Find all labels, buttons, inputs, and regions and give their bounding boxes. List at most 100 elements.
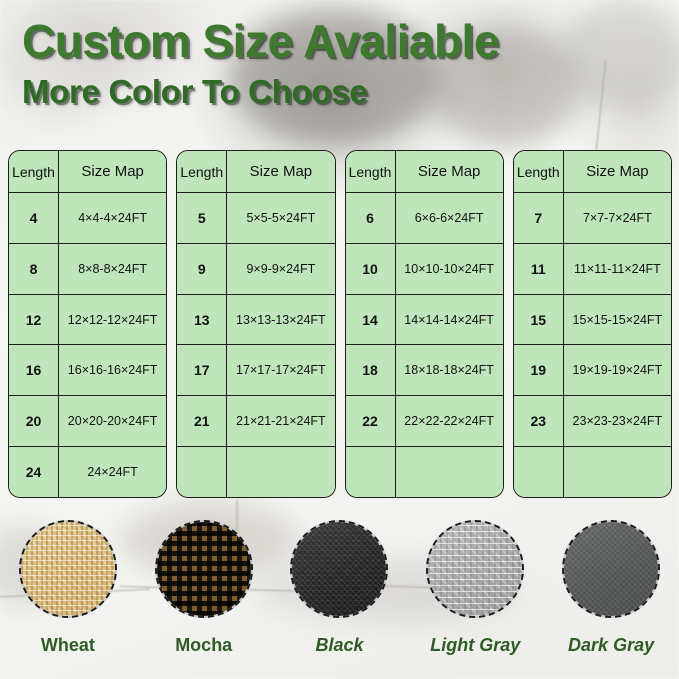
- table-header-row: Length Size Map: [177, 151, 335, 193]
- cell-size-map: 15×15-15×24FT: [563, 294, 671, 345]
- table-row: [177, 447, 335, 497]
- table-header-row: Length Size Map: [9, 151, 167, 193]
- cell-length: 24: [9, 447, 59, 497]
- column-header-length: Length: [177, 151, 228, 192]
- cell-size-map: [227, 447, 335, 497]
- color-label: Dark Gray: [568, 635, 655, 655]
- headline-block: Custom Size Avaliable More Color To Choo…: [22, 15, 662, 110]
- table-row: 21 21×21-21×24FT: [177, 396, 335, 448]
- table-row: 4 4×4-4×24FT: [9, 193, 167, 244]
- column-header-size-map: Size Map: [59, 151, 167, 192]
- cell-length: 11: [513, 243, 564, 294]
- table-row: 20 20×20-20×24FT: [9, 396, 167, 448]
- size-table: Length Size Map 6 6×6-6×24FT 10 10×10-10×24FT…: [344, 150, 504, 498]
- color-option[interactable]: Light Gray: [407, 520, 543, 679]
- cell-size-map: 19×19-19×24FT: [563, 345, 671, 396]
- cell-size-map: 11×11-11×24FT: [563, 243, 671, 294]
- cell-length: [345, 447, 396, 497]
- table-row: 24 24×24FT: [9, 447, 167, 497]
- cell-length: 8: [9, 243, 59, 294]
- cell-size-map: 18×18-18×24FT: [395, 345, 503, 396]
- fabric-texture: [20, 522, 115, 616]
- cell-size-map: 21×21-21×24FT: [227, 396, 335, 447]
- cell-size-map: 14×14-14×24FT: [395, 294, 503, 345]
- column-header-size-map: Size Map: [227, 151, 335, 192]
- cell-length: 15: [513, 294, 564, 345]
- column-header-length: Length: [513, 151, 564, 192]
- headline-secondary: More Color To Choose: [22, 72, 368, 110]
- cell-length: 10: [345, 243, 396, 294]
- color-option[interactable]: Black: [272, 520, 408, 679]
- cell-size-map: 4×4-4×24FT: [59, 193, 167, 243]
- cell-size-map: 12×12-12×24FT: [59, 294, 167, 345]
- table-row: 19 19×19-19×24FT: [513, 345, 671, 397]
- cell-length: 14: [345, 294, 396, 345]
- fabric-swatch-circle[interactable]: [290, 520, 389, 618]
- cell-length: 4: [9, 193, 59, 243]
- cell-size-map: 24×24FT: [59, 447, 167, 497]
- color-option[interactable]: Wheat: [0, 520, 136, 679]
- cell-length: 13: [177, 294, 228, 345]
- table-row: 15 15×15-15×24FT: [513, 294, 671, 346]
- cell-length: 22: [345, 396, 396, 447]
- size-tables: Length Size Map 4 4×4-4×24FT 8 8×8-8×24FT 12 12…: [8, 150, 672, 498]
- cell-size-map: 23×23-23×24FT: [563, 396, 671, 447]
- color-label: Wheat: [40, 635, 95, 655]
- cell-size-map: [563, 447, 671, 497]
- cell-length: 17: [177, 345, 228, 396]
- table-row: 13 13×13-13×24FT: [177, 294, 335, 346]
- cell-size-map: 10×10-10×24FT: [395, 243, 503, 294]
- cell-length: 20: [9, 396, 59, 447]
- cell-length: 6: [345, 193, 396, 243]
- table-row: [513, 447, 671, 497]
- table-row: 11 11×11-11×24FT: [513, 243, 671, 295]
- table-row: [345, 447, 503, 497]
- size-table: Length Size Map 4 4×4-4×24FT 8 8×8-8×24FT 12 12…: [8, 150, 168, 498]
- table-row: 5 5×5-5×24FT: [177, 193, 335, 244]
- cell-size-map: 7×7-7×24FT: [563, 193, 671, 243]
- table-row: 23 23×23-23×24FT: [513, 396, 671, 448]
- cell-length: 7: [513, 193, 564, 243]
- cell-length: 18: [345, 345, 396, 396]
- cell-length: 16: [9, 345, 59, 396]
- column-header-size-map: Size Map: [563, 151, 671, 192]
- table-row: 22 22×22-22×24FT: [345, 396, 503, 448]
- fabric-texture: [428, 522, 523, 616]
- cell-size-map: 6×6-6×24FT: [395, 193, 503, 243]
- cell-size-map: 20×20-20×24FT: [59, 396, 167, 447]
- cell-size-map: 5×5-5×24FT: [227, 193, 335, 243]
- headline-primary: Custom Size Avaliable: [22, 15, 499, 67]
- column-header-size-map: Size Map: [395, 151, 503, 192]
- table-row: 6 6×6-6×24FT: [345, 193, 503, 244]
- color-option[interactable]: Mocha: [136, 520, 272, 679]
- cell-length: 12: [9, 294, 59, 345]
- fabric-texture: [156, 522, 251, 616]
- color-option[interactable]: Dark Gray: [543, 520, 679, 679]
- cell-size-map: 8×8-8×24FT: [59, 243, 167, 294]
- table-row: 9 9×9-9×24FT: [177, 243, 335, 295]
- table-header-row: Length Size Map: [513, 151, 671, 193]
- cell-length: [513, 447, 564, 497]
- cell-length: [177, 447, 228, 497]
- cell-size-map: 9×9-9×24FT: [227, 243, 335, 294]
- color-label: Black: [315, 635, 364, 655]
- fabric-swatch-circle[interactable]: [562, 520, 661, 618]
- fabric-swatch-circle[interactable]: [18, 520, 117, 618]
- cell-length: 9: [177, 243, 228, 294]
- fabric-texture: [292, 522, 387, 616]
- table-row: 7 7×7-7×24FT: [513, 193, 671, 244]
- color-swatches: Wheat Mocha Black Light Gray Dark Gray: [0, 520, 679, 679]
- fabric-swatch-circle[interactable]: [426, 520, 525, 618]
- table-row: 14 14×14-14×24FT: [345, 294, 503, 346]
- cell-length: 5: [177, 193, 228, 243]
- cell-length: 21: [177, 396, 228, 447]
- cell-size-map: 16×16-16×24FT: [59, 345, 167, 396]
- cell-length: 19: [513, 345, 564, 396]
- fabric-swatch-circle[interactable]: [154, 520, 253, 618]
- size-table: Length Size Map 5 5×5-5×24FT 9 9×9-9×24FT 13 13…: [176, 150, 336, 498]
- cell-size-map: 13×13-13×24FT: [227, 294, 335, 345]
- table-row: 10 10×10-10×24FT: [345, 243, 503, 295]
- cell-size-map: [395, 447, 503, 497]
- table-row: 12 12×12-12×24FT: [9, 294, 167, 346]
